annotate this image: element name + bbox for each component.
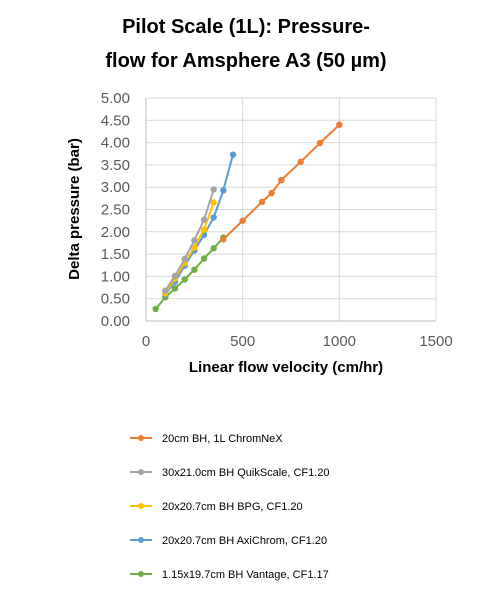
y-tick-label: 2.50 [101, 202, 130, 219]
y-tick-label: 1.50 [101, 246, 130, 263]
series-line [222, 124, 340, 241]
data-point [210, 245, 217, 252]
data-point [210, 186, 217, 193]
x-tick-label: 1500 [419, 333, 452, 350]
data-point [268, 189, 275, 197]
data-point [220, 187, 227, 194]
legend-entry: 20cm BH, 1L ChromNeX [130, 433, 283, 445]
legend-entry: 20x20.7cm BH BPG, CF1.20 [130, 501, 303, 513]
x-tick-label: 1000 [323, 333, 356, 350]
data-point [239, 217, 246, 224]
legend-marker [138, 435, 144, 441]
data-point [200, 255, 208, 262]
y-tick-label: 2.00 [101, 224, 130, 241]
x-axis-title: Linear flow velocity (cm/hr) [189, 359, 383, 376]
data-point [191, 244, 198, 251]
y-axis-tick-labels: 0.00 0.50 1.00 1.50 2.00 2.50 3.00 3.50 4.00 4.50… [101, 90, 130, 330]
y-tick-label: 0.00 [101, 313, 130, 330]
x-tick-label: 500 [230, 333, 255, 350]
data-point [336, 121, 343, 128]
axes [145, 98, 436, 322]
gridlines [145, 97, 437, 322]
legend-entry: 20x20.7cm BH AxiChrom, CF1.20 [130, 535, 327, 547]
data-point [316, 139, 324, 147]
y-tick-label: 4.00 [101, 135, 130, 152]
data-point [278, 176, 285, 184]
x-axis-tick-labels: 0 500 1000 1500 [142, 333, 453, 350]
legend-marker [138, 537, 144, 543]
legend-marker [138, 571, 144, 577]
data-point [191, 237, 198, 244]
legend-entry: 1.15x19.7cm BH Vantage, CF1.17 [130, 569, 329, 581]
legend-marker [138, 469, 144, 475]
data-point [210, 214, 217, 221]
y-tick-label: 4.50 [101, 112, 130, 129]
data-point [200, 226, 208, 233]
legend-label: 20x20.7cm BH AxiChrom, CF1.20 [162, 535, 327, 547]
x-tick-label: 0 [142, 333, 150, 350]
y-tick-label: 3.50 [101, 157, 130, 174]
data-point [181, 255, 188, 263]
y-tick-label: 0.50 [101, 291, 130, 308]
y-tick-label: 1.00 [101, 268, 130, 285]
data-point [220, 236, 227, 243]
chart-title-line-2: flow for Amsphere A3 (50 µm) [105, 50, 386, 72]
data-series [152, 121, 343, 313]
data-point [191, 266, 198, 273]
data-point [229, 151, 237, 158]
y-tick-label: 5.00 [101, 90, 130, 107]
data-point [210, 199, 217, 206]
y-tick-label: 3.00 [101, 179, 130, 196]
y-axis-title: Delta pressure (bar) [66, 138, 83, 280]
data-point [297, 158, 304, 165]
chart-title-line-1: Pilot Scale (1L): Pressure- [122, 16, 370, 38]
data-point [258, 198, 266, 206]
data-point [171, 272, 179, 280]
data-point [181, 276, 188, 283]
legend-marker [138, 503, 144, 509]
data-point [162, 287, 169, 294]
legend-entry: 30x21.0cm BH QuikScale, CF1.20 [130, 467, 330, 479]
legend: 20cm BH, 1L ChromNeX 30x21.0cm BH QuikSca… [130, 433, 330, 581]
data-point [152, 305, 159, 313]
data-point [171, 285, 179, 292]
legend-label: 1.15x19.7cm BH Vantage, CF1.17 [162, 569, 329, 581]
legend-label: 20cm BH, 1L ChromNeX [162, 433, 283, 445]
legend-label: 20x20.7cm BH BPG, CF1.20 [162, 501, 303, 513]
data-point [200, 216, 208, 223]
legend-label: 30x21.0cm BH QuikScale, CF1.20 [162, 467, 330, 479]
